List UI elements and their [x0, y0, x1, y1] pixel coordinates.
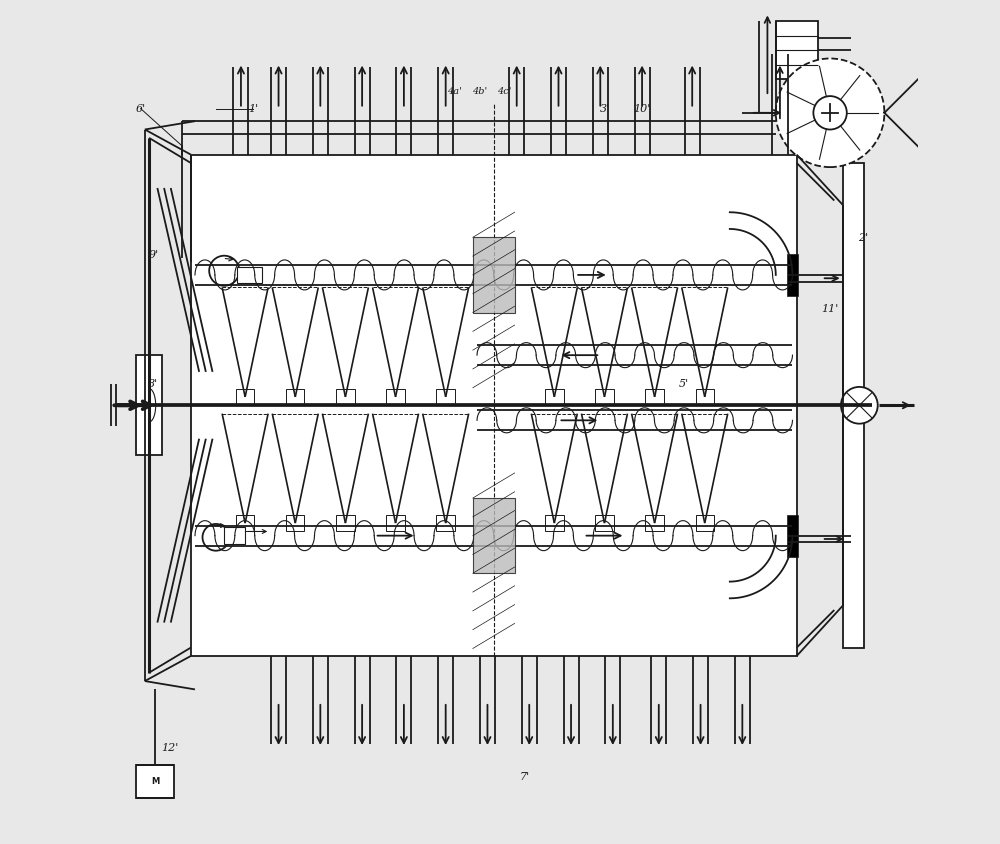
Bar — [545, 388, 564, 405]
Bar — [386, 515, 405, 532]
Bar — [787, 515, 798, 556]
Bar — [236, 515, 254, 532]
Text: 6': 6' — [136, 104, 146, 114]
Bar — [696, 388, 714, 405]
Bar — [136, 765, 174, 798]
Bar — [336, 515, 355, 532]
Circle shape — [841, 387, 878, 424]
Bar — [136, 355, 162, 456]
Bar — [473, 498, 515, 573]
Text: 8': 8' — [148, 380, 158, 389]
Bar — [645, 388, 664, 405]
Text: 5': 5' — [679, 380, 689, 389]
Circle shape — [209, 256, 239, 286]
Bar — [191, 154, 797, 656]
Bar — [595, 388, 614, 405]
Bar — [436, 388, 455, 405]
Bar — [696, 515, 714, 532]
Text: 10': 10' — [633, 104, 651, 114]
Bar — [286, 388, 304, 405]
Bar — [286, 515, 304, 532]
Text: 12': 12' — [161, 743, 179, 753]
Text: 7': 7' — [520, 772, 530, 782]
Circle shape — [813, 96, 847, 129]
Text: 2': 2' — [858, 233, 869, 243]
Text: 3': 3' — [599, 104, 610, 114]
Bar — [224, 528, 245, 544]
Bar — [787, 254, 798, 295]
Text: 11': 11' — [821, 304, 839, 314]
Bar — [436, 515, 455, 532]
Text: 4b': 4b' — [472, 88, 487, 96]
Bar — [545, 515, 564, 532]
Text: 4a': 4a' — [447, 88, 461, 96]
Bar — [237, 267, 262, 284]
Bar — [236, 388, 254, 405]
Bar — [386, 388, 405, 405]
Bar — [336, 388, 355, 405]
Text: 9': 9' — [148, 250, 158, 260]
Bar — [776, 21, 818, 79]
Circle shape — [203, 524, 229, 550]
Circle shape — [776, 58, 884, 167]
Bar — [645, 515, 664, 532]
Text: M: M — [151, 776, 159, 786]
Bar — [473, 237, 515, 312]
Bar — [843, 163, 864, 647]
Bar — [595, 515, 614, 532]
Text: 4c': 4c' — [497, 88, 511, 96]
Text: 1': 1' — [248, 104, 259, 114]
